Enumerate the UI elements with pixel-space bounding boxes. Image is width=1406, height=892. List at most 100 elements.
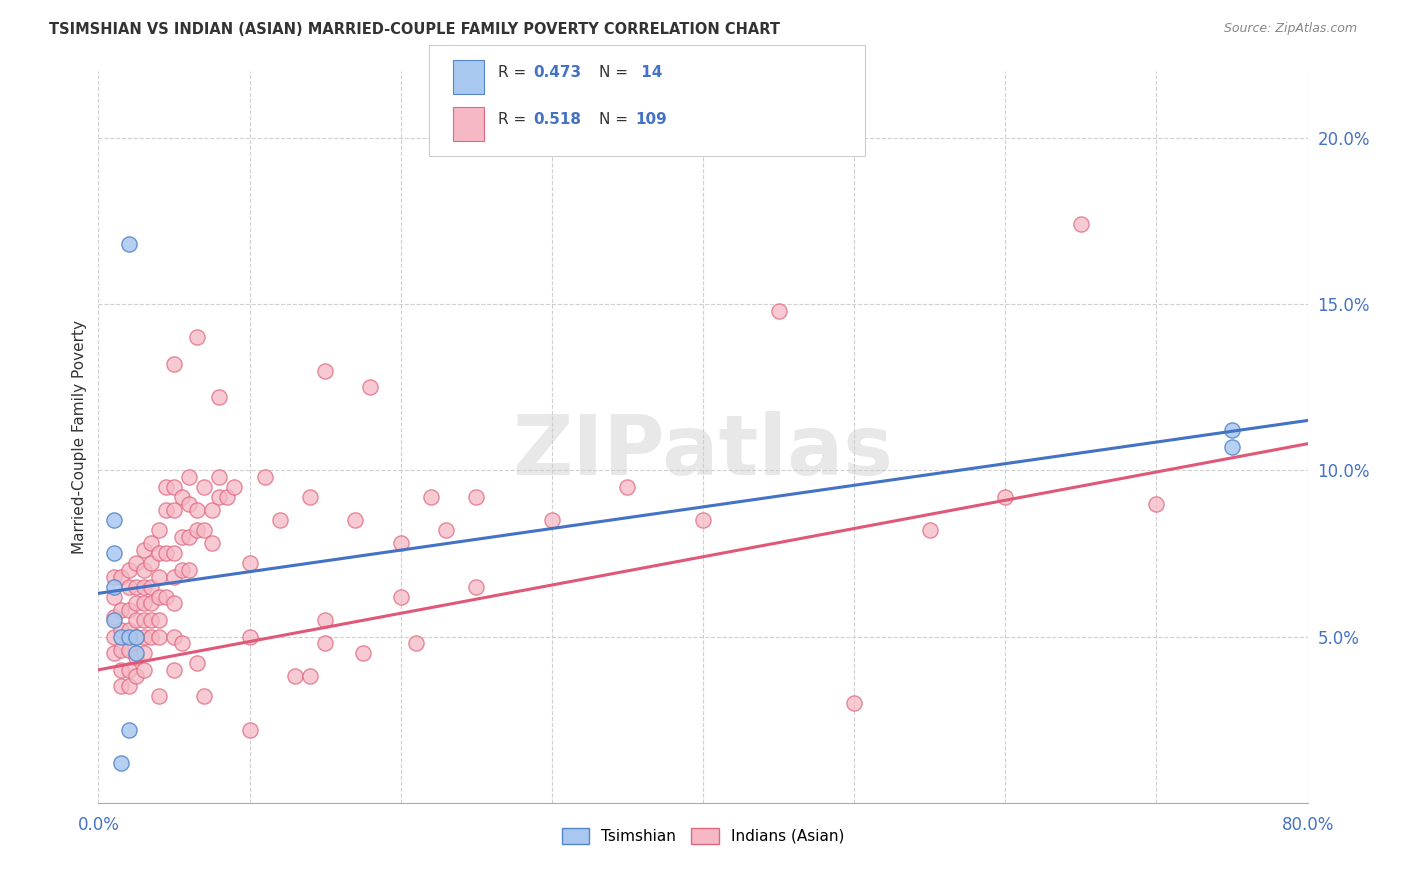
Point [132, 543, 155, 558]
Point [125, 596, 148, 610]
Point [103, 630, 125, 644]
Point [125, 669, 148, 683]
Point [163, 503, 186, 517]
Point [163, 357, 186, 371]
Y-axis label: Married-Couple Family Poverty: Married-Couple Family Poverty [72, 320, 87, 554]
Point [125, 613, 148, 627]
Point [163, 596, 186, 610]
Point [201, 503, 224, 517]
Point [118, 623, 141, 637]
Point [163, 546, 186, 560]
Point [110, 756, 132, 770]
Point [148, 590, 170, 604]
Point [118, 603, 141, 617]
Point [465, 580, 488, 594]
Point [110, 623, 132, 637]
Point [141, 596, 163, 610]
Point [170, 636, 193, 650]
Text: 0.473: 0.473 [533, 65, 581, 80]
Point [389, 590, 412, 604]
Point [420, 490, 443, 504]
Point [155, 546, 177, 560]
Point [132, 646, 155, 660]
Point [405, 636, 427, 650]
Point [103, 609, 125, 624]
Point [141, 557, 163, 571]
Point [170, 490, 193, 504]
Point [125, 630, 148, 644]
Point [344, 513, 367, 527]
Point [434, 523, 457, 537]
Point [179, 563, 201, 577]
Text: 14: 14 [636, 65, 662, 80]
Point [155, 503, 177, 517]
Point [186, 523, 208, 537]
Point [1220, 440, 1243, 454]
Point [352, 646, 374, 660]
Point [110, 643, 132, 657]
Point [1070, 217, 1092, 231]
Point [141, 630, 163, 644]
Point [253, 470, 276, 484]
Point [118, 643, 141, 657]
Point [1220, 424, 1243, 438]
Point [103, 646, 125, 660]
Point [118, 680, 141, 694]
Text: 109: 109 [636, 112, 668, 128]
Point [110, 680, 132, 694]
Point [170, 563, 193, 577]
Point [179, 530, 201, 544]
Point [389, 536, 412, 550]
Point [103, 590, 125, 604]
Point [132, 663, 155, 677]
Point [239, 630, 262, 644]
Point [118, 630, 141, 644]
Point [125, 649, 148, 664]
Point [239, 557, 262, 571]
Point [132, 563, 155, 577]
Point [215, 490, 238, 504]
Point [148, 523, 170, 537]
Text: TSIMSHIAN VS INDIAN (ASIAN) MARRIED-COUPLE FAMILY POVERTY CORRELATION CHART: TSIMSHIAN VS INDIAN (ASIAN) MARRIED-COUP… [49, 22, 780, 37]
Point [616, 480, 638, 494]
Text: N =: N = [599, 65, 633, 80]
Point [163, 480, 186, 494]
Point [284, 669, 307, 683]
Point [179, 497, 201, 511]
Point [314, 613, 336, 627]
Point [208, 470, 231, 484]
Point [103, 570, 125, 584]
Point [208, 390, 231, 404]
Point [155, 590, 177, 604]
Point [314, 636, 336, 650]
Point [118, 237, 141, 252]
Point [118, 663, 141, 677]
Point [299, 669, 322, 683]
Point [360, 380, 382, 394]
Point [163, 570, 186, 584]
Point [103, 580, 125, 594]
Point [125, 580, 148, 594]
Point [692, 513, 714, 527]
Point [224, 480, 246, 494]
Point [132, 613, 155, 627]
Point [201, 536, 224, 550]
Point [269, 513, 291, 527]
Point [186, 503, 208, 517]
Point [148, 690, 170, 704]
Point [148, 630, 170, 644]
Point [193, 523, 215, 537]
Point [132, 596, 155, 610]
Point [110, 603, 132, 617]
Point [179, 470, 201, 484]
Text: R =: R = [498, 65, 531, 80]
Point [132, 630, 155, 644]
Point [163, 663, 186, 677]
Point [103, 613, 125, 627]
Point [141, 536, 163, 550]
Point [299, 490, 322, 504]
Point [844, 696, 866, 710]
Point [193, 480, 215, 494]
Point [918, 523, 941, 537]
Point [186, 330, 208, 344]
